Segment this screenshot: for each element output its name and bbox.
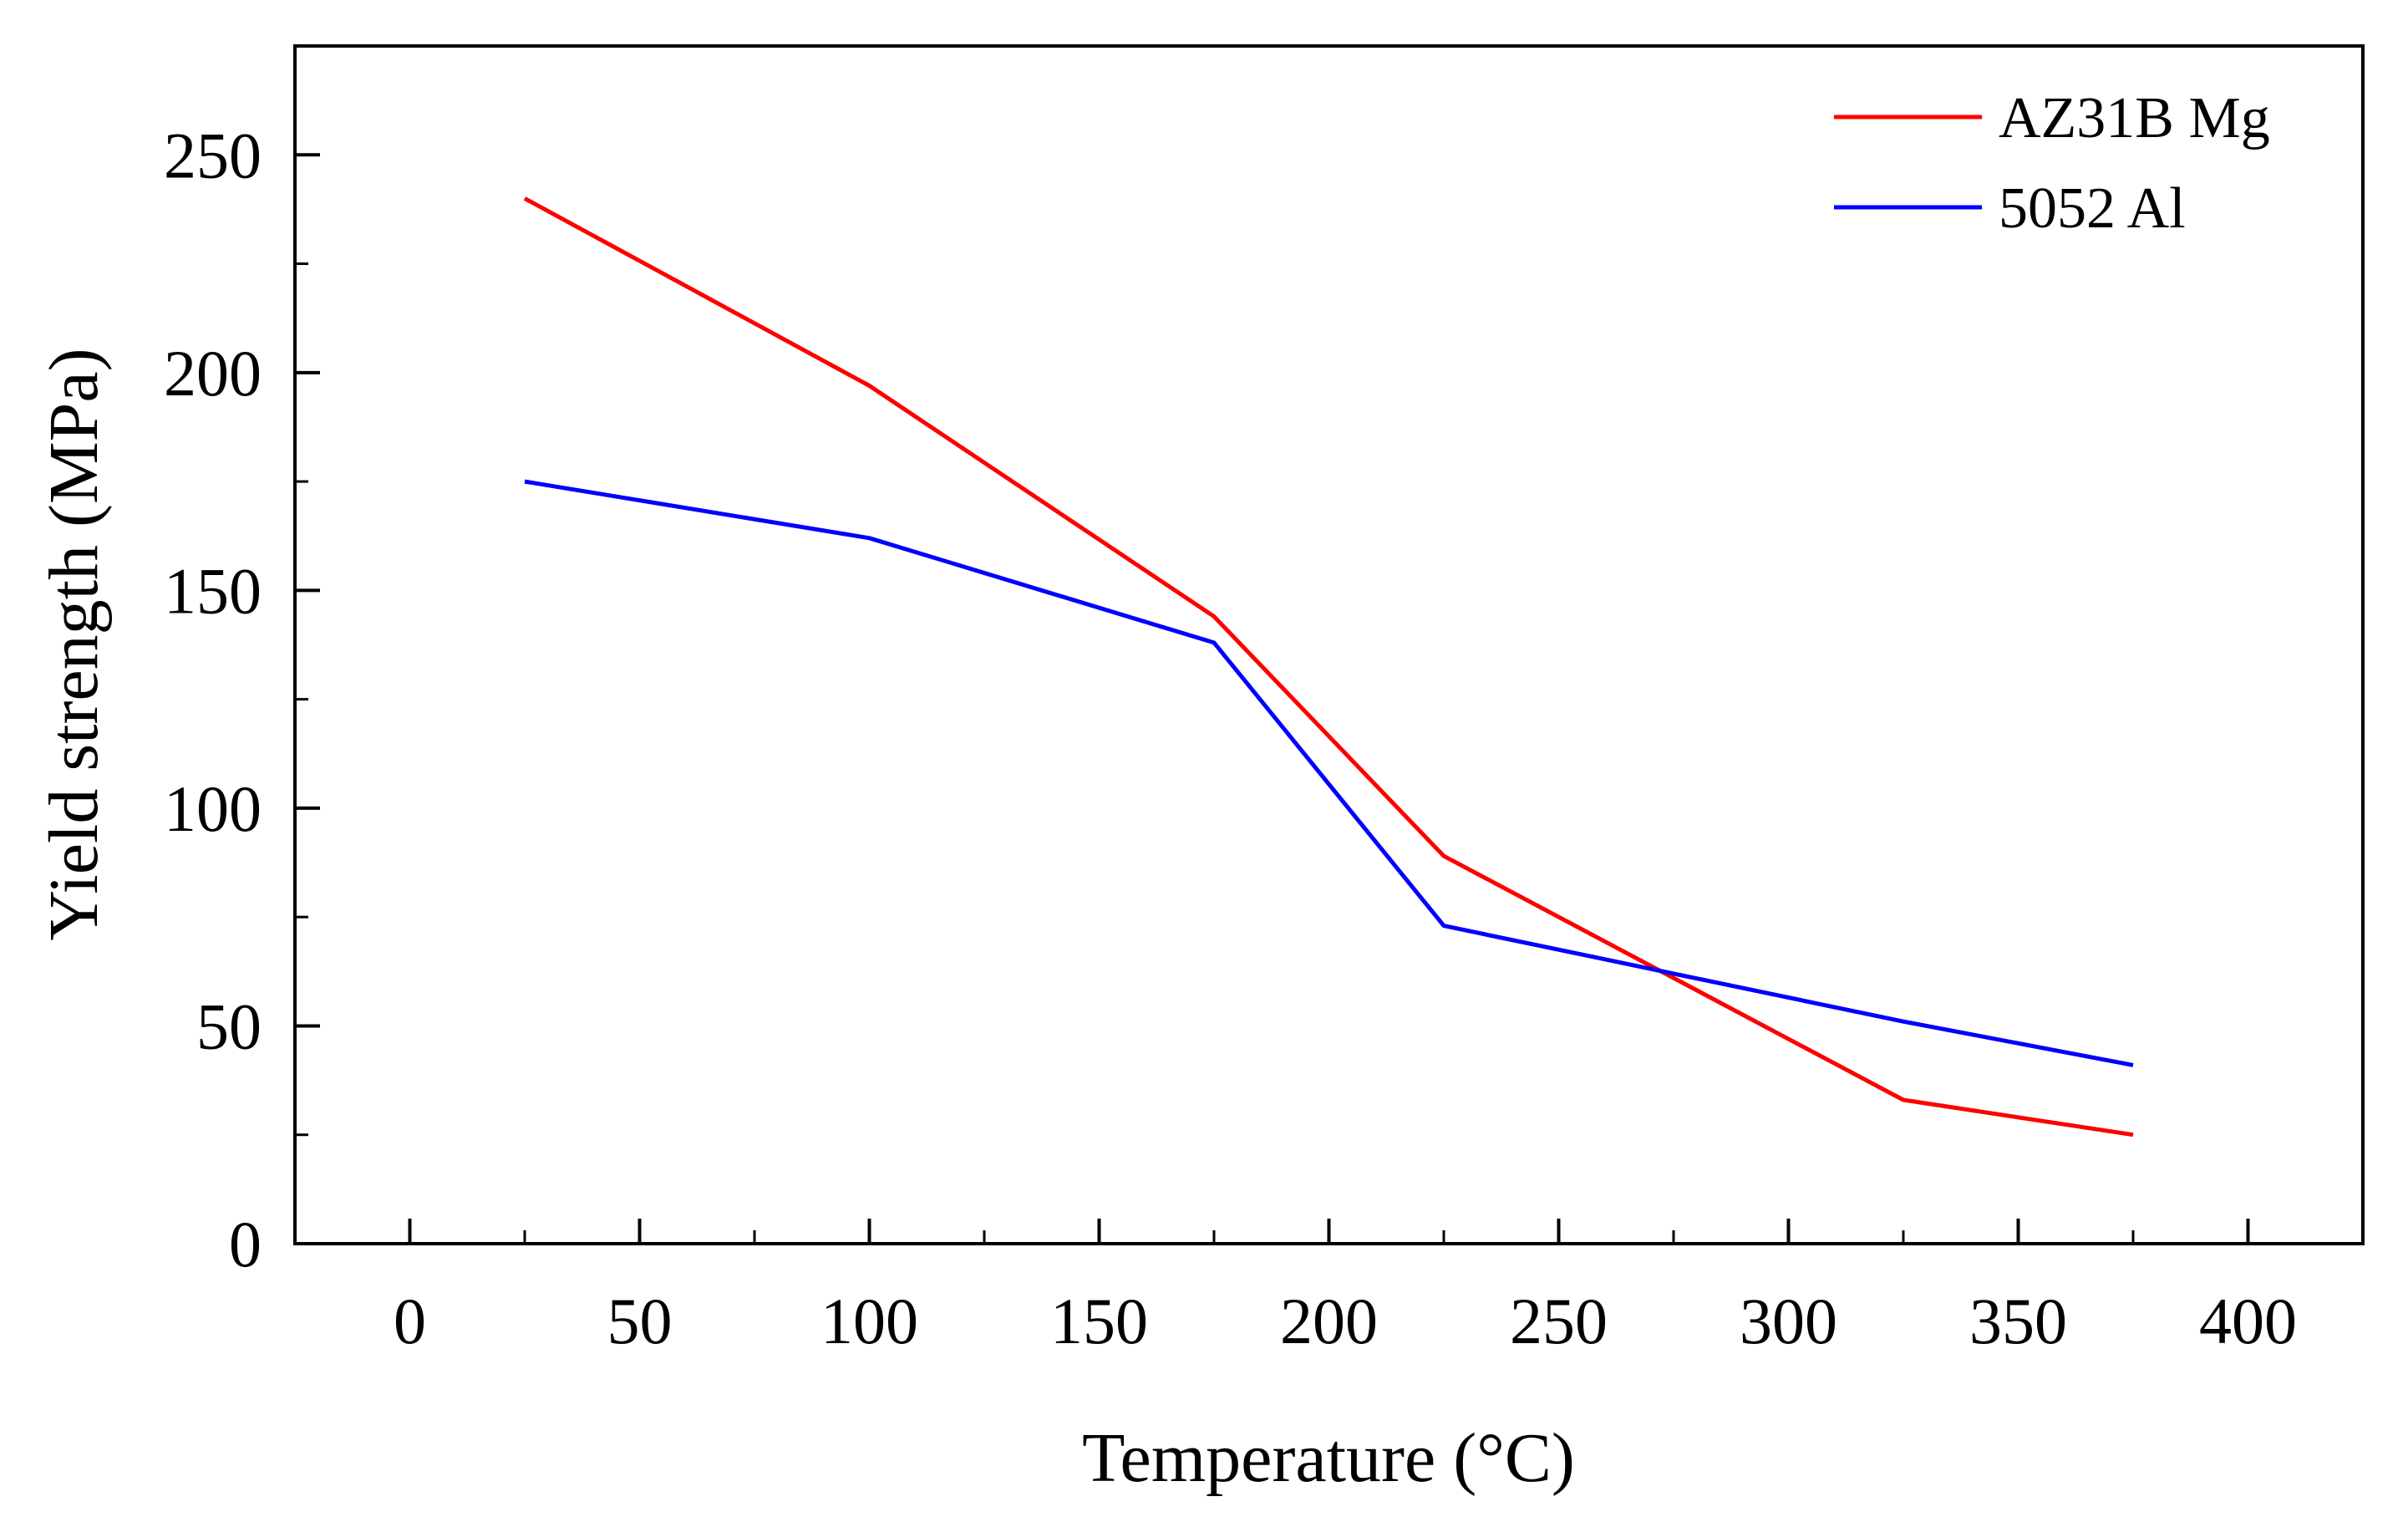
series-lines xyxy=(523,196,2134,1138)
y-tick-label: 50 xyxy=(196,990,262,1062)
x-tick-label: 100 xyxy=(820,1285,918,1357)
legend: AZ31B Mg 5052 Al xyxy=(1834,86,2270,241)
legend-label-az31b-mg: AZ31B Mg xyxy=(1999,86,2270,150)
y-tick-label: 100 xyxy=(164,772,262,845)
x-tick-label: 0 xyxy=(394,1285,426,1357)
legend-label-5052-al: 5052 Al xyxy=(1999,176,2186,241)
y-tick-label: 250 xyxy=(164,119,262,191)
y-tick-label: 150 xyxy=(164,554,262,627)
x-tick-label: 250 xyxy=(1510,1285,1608,1357)
series-line-az31b-mg xyxy=(523,196,2134,1138)
x-tick-label: 300 xyxy=(1740,1285,1837,1357)
series-line-5052-al xyxy=(524,479,2134,1067)
x-tick-label: 350 xyxy=(1969,1285,2067,1357)
axis-ticks: 0 50 100 150 200 250 300 350 400 0 50 100 150 200 250 xyxy=(164,119,2297,1357)
x-tick-label: 400 xyxy=(2199,1285,2297,1357)
y-axis-title: Yield strength (MPa) xyxy=(35,348,113,940)
x-tick-label: 150 xyxy=(1050,1285,1148,1357)
y-tick-label: 0 xyxy=(229,1208,262,1280)
x-tick-label: 200 xyxy=(1280,1285,1378,1357)
y-tick-label: 200 xyxy=(164,337,262,410)
x-tick-label: 50 xyxy=(607,1285,673,1357)
x-axis-title: Temperature (°C) xyxy=(1082,1419,1575,1497)
